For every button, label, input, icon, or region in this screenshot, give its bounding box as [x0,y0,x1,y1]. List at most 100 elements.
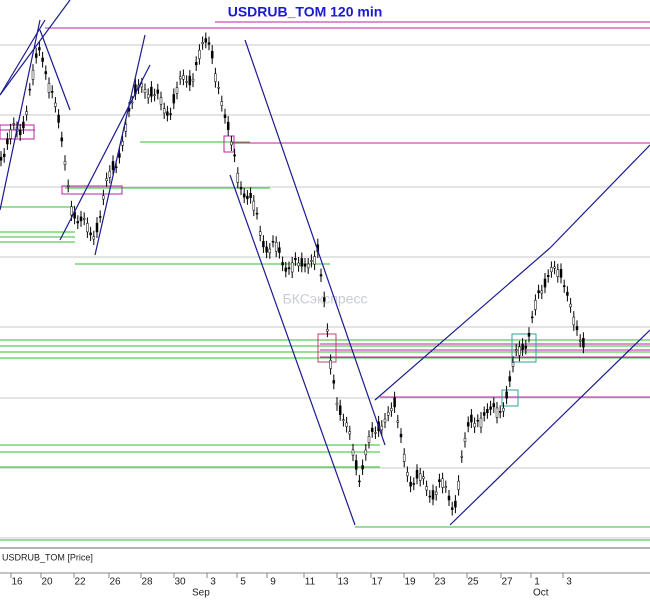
candle-body [438,479,441,482]
trend-line [0,19,46,96]
candle-body [28,88,32,91]
candle-body [460,456,464,458]
candle-body [207,42,211,45]
candle-body [540,290,544,294]
zone-box [501,389,519,407]
candle-body [92,236,96,240]
candle-body [233,154,236,157]
candle-body [255,212,259,215]
candle-body [79,216,83,222]
candle-body [274,241,278,252]
candle-body [226,121,230,130]
candle-body [492,403,496,408]
candle-body [527,332,531,337]
candle-body [89,232,92,236]
trend-line [549,144,650,249]
candle-body [185,81,188,83]
candle-body [175,87,179,94]
candle-body [172,94,176,104]
candle-body [239,186,243,190]
candle-body [399,433,403,438]
candle-body [345,422,348,427]
trend-line [0,0,71,96]
candle-body [34,53,38,58]
candle-body [182,75,185,80]
candle-body [9,129,12,139]
candle-body [313,256,316,265]
candle-body [217,86,220,89]
x-tick-label: 22 [74,577,86,588]
candle-body [457,480,460,490]
candle-body [406,472,409,477]
x-tick-label: 19 [404,577,416,588]
candle-body [582,338,585,348]
candle-body [297,262,300,267]
candle-body [178,76,182,80]
x-tick-label: 17 [371,577,383,588]
x-tick-label: 20 [41,577,53,588]
candle-body [511,361,515,367]
candle-body [108,170,112,178]
candle-body [447,495,451,501]
candle-body [454,500,457,508]
candle-body [335,402,339,406]
candle-body [358,480,361,483]
candle-body [422,476,425,479]
candle-body [38,47,41,51]
candle-body [569,303,572,308]
candle-body [124,124,128,132]
candle-body [281,262,284,266]
x-tick-label: 13 [337,577,349,588]
candle-body [31,69,35,80]
candle-body [514,349,518,351]
candle-body [98,216,102,218]
candle-body [383,418,387,423]
zone-box [511,333,537,363]
candle-body [466,422,470,427]
candle-body [214,73,217,82]
candle-body [86,223,89,233]
candle-body [393,397,396,408]
month-label: Sep [192,588,210,599]
x-tick-label: 16 [11,577,23,588]
candle-body [338,405,342,416]
candle-body [6,138,9,145]
trend-line [229,174,356,526]
candle-body [95,222,99,233]
candle-body [18,129,22,136]
candle-body [25,111,28,115]
candle-body [470,414,473,423]
candle-body [146,94,150,99]
candle-body [284,267,288,272]
x-tick-label: 9 [270,577,276,588]
candle-body [428,495,432,498]
candle-body [162,108,166,114]
candle-body [169,113,172,115]
x-tick-label: 11 [305,577,316,588]
candle-body [57,114,60,123]
candle-body [201,42,204,44]
candle-body [258,231,262,236]
candle-body [342,419,345,421]
candle-body [322,297,326,302]
candle-body [194,62,198,66]
candle-body [562,285,566,288]
candle-body [153,94,156,96]
candle-body [380,425,384,431]
candle-body [559,269,563,278]
candle-body [518,346,521,356]
x-tick-label: 26 [109,577,121,588]
candle-body [242,193,246,198]
candle-body [441,478,444,488]
candle-body [550,267,553,273]
candle-body [553,266,556,269]
candle-body [223,114,227,118]
levels [0,21,650,541]
candle-body [150,86,153,97]
candle-body [386,411,390,416]
candle-body [473,423,476,428]
candle-body [294,258,297,261]
candle-body [268,248,272,253]
candle-body [70,206,73,216]
candle-body [546,275,550,277]
